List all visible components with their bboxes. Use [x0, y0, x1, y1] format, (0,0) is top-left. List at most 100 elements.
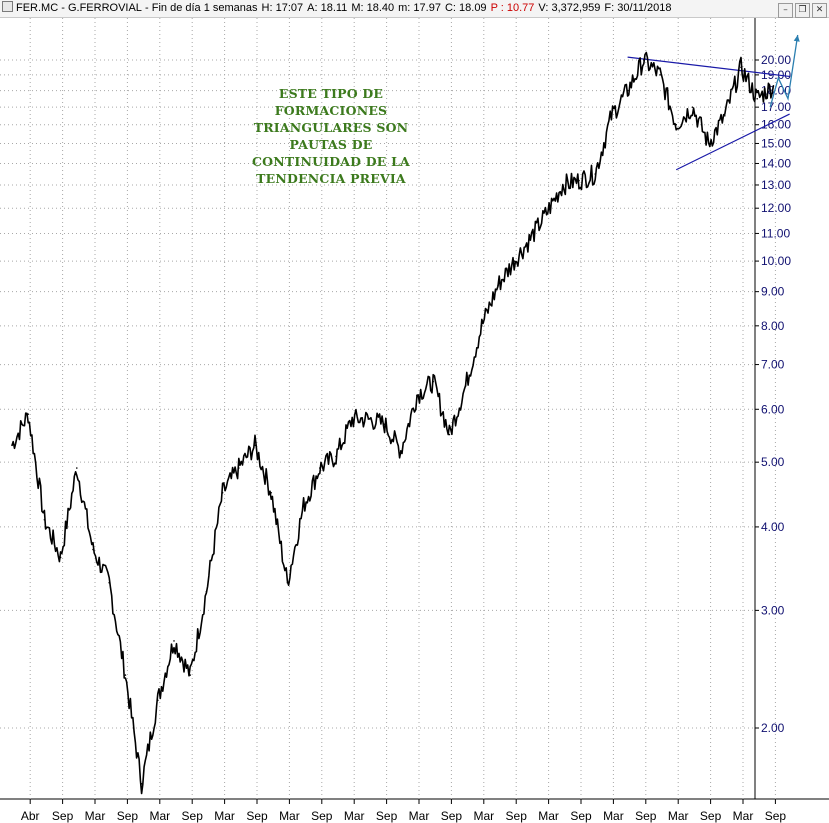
- price-point: [724, 115, 726, 117]
- y-tick-label: 11.00: [761, 226, 790, 240]
- x-tick-label: Sep: [570, 809, 592, 823]
- stat-value: 18.09: [455, 2, 487, 14]
- y-tick-label: 15.00: [761, 136, 791, 150]
- price-point: [238, 467, 240, 469]
- stat-label: C:: [444, 2, 456, 14]
- price-point: [578, 179, 580, 182]
- stat-item: P : 10.77: [491, 2, 535, 14]
- stat-value: 30/11/2018: [614, 2, 672, 14]
- price-point: [367, 418, 370, 420]
- stat-value: 10.77: [503, 2, 535, 14]
- price-point: [319, 467, 321, 469]
- stat-item: m: 17.97: [398, 2, 441, 14]
- price-point: [173, 640, 175, 642]
- x-tick-label: Mar: [149, 809, 170, 823]
- price-point: [626, 89, 629, 92]
- stat-label: V:: [538, 2, 549, 14]
- price-point: [43, 518, 46, 521]
- title-separator: -: [145, 2, 149, 14]
- price-point: [497, 284, 499, 287]
- annotation-line: PAUTAS DE: [290, 137, 373, 152]
- x-tick-label: Mar: [279, 809, 300, 823]
- y-tick-label: 7.00: [761, 358, 785, 372]
- stats-bar: H: 17:07 A: 18.11 M: 18.40 m: 17.97 C: 18.09…: [258, 2, 672, 14]
- price-point: [270, 491, 273, 494]
- x-tick-label: Sep: [635, 809, 657, 823]
- x-tick-label: Mar: [473, 809, 494, 823]
- stat-label: P :: [490, 2, 504, 14]
- projection: [769, 34, 800, 108]
- price-point: [124, 674, 127, 676]
- projection-path: [769, 34, 799, 108]
- x-tick-label: Mar: [538, 809, 559, 823]
- price-point: [464, 385, 467, 387]
- stat-item: A: 18.11: [307, 2, 347, 14]
- x-tick-label: Sep: [765, 809, 787, 823]
- x-tick-label: Sep: [182, 809, 204, 823]
- x-tick-label: Mar: [603, 809, 624, 823]
- grid: [0, 18, 776, 799]
- price-point: [221, 491, 224, 494]
- price-point: [108, 581, 110, 584]
- annotation-line: FORMACIONES: [275, 103, 388, 118]
- price-point: [76, 467, 78, 469]
- y-tick-label: 17.00: [761, 100, 791, 114]
- price-point: [643, 59, 645, 61]
- price-point: [562, 184, 564, 186]
- price-point: [383, 423, 386, 425]
- x-tick-label: Sep: [311, 809, 333, 823]
- y-axis-labels: 20.0019.0018.0017.0016.0015.0014.0013.00…: [755, 53, 791, 735]
- stat-label: m:: [398, 2, 411, 14]
- y-tick-label: 16.00: [761, 118, 791, 132]
- y-tick-label: 20.00: [761, 53, 791, 67]
- restore-button[interactable]: ❐: [795, 3, 810, 18]
- x-tick-label: Sep: [700, 809, 722, 823]
- price-point: [286, 581, 289, 584]
- y-tick-label: 2.00: [761, 721, 785, 735]
- stat-item: M: 18.40: [351, 2, 394, 14]
- x-tick-label: Mar: [668, 809, 689, 823]
- price-point: [594, 173, 596, 175]
- stat-item: C: 18.09: [445, 2, 487, 14]
- y-tick-label: 6.00: [761, 402, 785, 416]
- price-point: [513, 260, 515, 262]
- y-tick-label: 9.00: [761, 285, 785, 299]
- price-point: [157, 699, 159, 702]
- close-button[interactable]: ✕: [812, 3, 827, 18]
- window-controls: – ❐ ✕: [776, 1, 827, 18]
- price-point: [529, 237, 532, 240]
- price-point: [11, 444, 13, 447]
- stat-value: 18.40: [363, 2, 395, 14]
- period-label: Fin de día 1 semanas: [151, 2, 258, 14]
- price-point: [400, 449, 402, 452]
- stat-label: A:: [307, 2, 318, 14]
- x-tick-label: Sep: [506, 809, 528, 823]
- price-point: [740, 66, 742, 69]
- x-tick-label: Mar: [85, 809, 106, 823]
- stat-label: F:: [604, 2, 615, 14]
- y-tick-label: 4.00: [761, 520, 785, 534]
- price-point: [432, 380, 435, 383]
- title-bar: FER.MC - G.FERROVIAL - Fin de día 1 sema…: [0, 0, 829, 18]
- minimize-button[interactable]: –: [778, 3, 793, 18]
- x-tick-label: Sep: [376, 809, 398, 823]
- y-tick-label: 14.00: [761, 156, 791, 170]
- price-series: [11, 51, 775, 795]
- price-point: [351, 418, 354, 420]
- app-icon[interactable]: [2, 1, 13, 12]
- projection-arrowhead: [793, 34, 800, 42]
- annotation-line: CONTINUIDAD DE LA: [252, 154, 410, 169]
- price-point: [27, 413, 30, 415]
- trendline: [627, 56, 790, 78]
- price-point: [254, 444, 256, 447]
- trendline: [675, 113, 790, 171]
- price-point: [416, 394, 418, 396]
- y-tick-label: 8.00: [761, 319, 785, 333]
- price-point: [545, 212, 548, 214]
- y-tick-label: 10.00: [761, 254, 791, 268]
- price-chart[interactable]: 20.0019.0018.0017.0016.0015.0014.0013.00…: [0, 18, 829, 823]
- x-tick-label: Mar: [344, 809, 365, 823]
- annotation-line: TRIANGULARES SON: [254, 120, 409, 135]
- stat-value: 17:07: [272, 2, 304, 14]
- title-separator: -: [61, 2, 65, 14]
